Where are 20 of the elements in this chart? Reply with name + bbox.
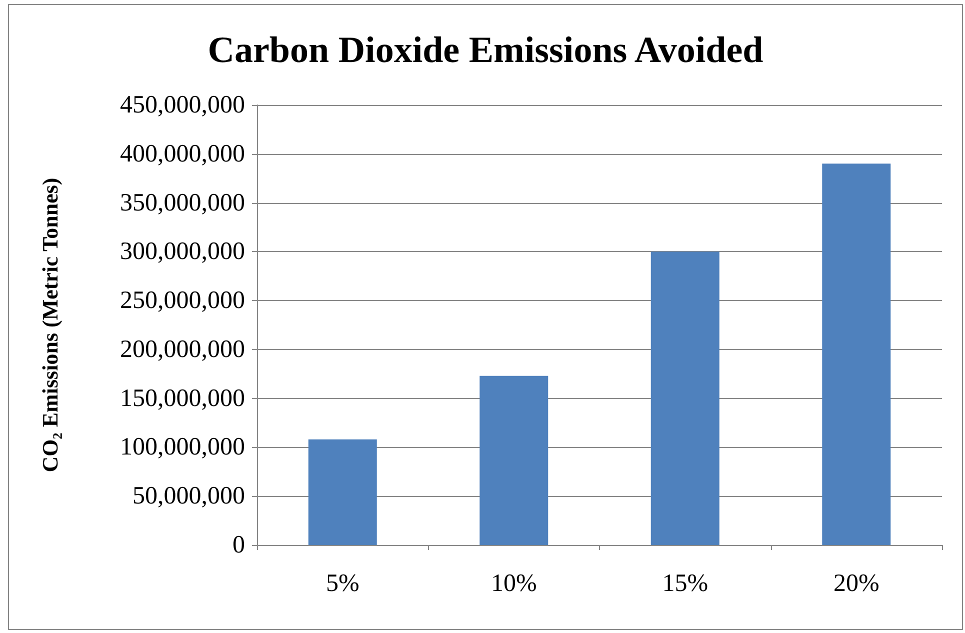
y-tick-label: 250,000,000 [120,287,245,314]
y-tick-label: 300,000,000 [120,238,245,266]
chart-title: Carbon Dioxide Emissions Avoided [208,30,764,71]
y-tick-label: 50,000,000 [132,482,245,510]
bar [822,164,891,545]
x-tick-label: 20% [833,570,880,597]
bar [480,376,548,545]
bar [650,252,720,545]
y-tick-label: 350,000,000 [120,189,245,216]
y-tick-label: 200,000,000 [120,336,245,363]
y-axis-title: CO₂ Emissions (Metric Tonnes) [38,178,62,472]
x-tick-label: 10% [490,570,537,597]
x-tick-label: 15% [662,570,708,597]
y-tick-label: 150,000,000 [120,384,245,412]
y-tick-label: 0 [232,532,245,558]
x-tick-label: 5% [326,570,360,597]
y-tick-label: 450,000,000 [120,92,245,118]
y-tick-label: 400,000,000 [120,140,245,168]
bar [308,439,377,545]
y-tick-label: 100,000,000 [120,434,245,461]
